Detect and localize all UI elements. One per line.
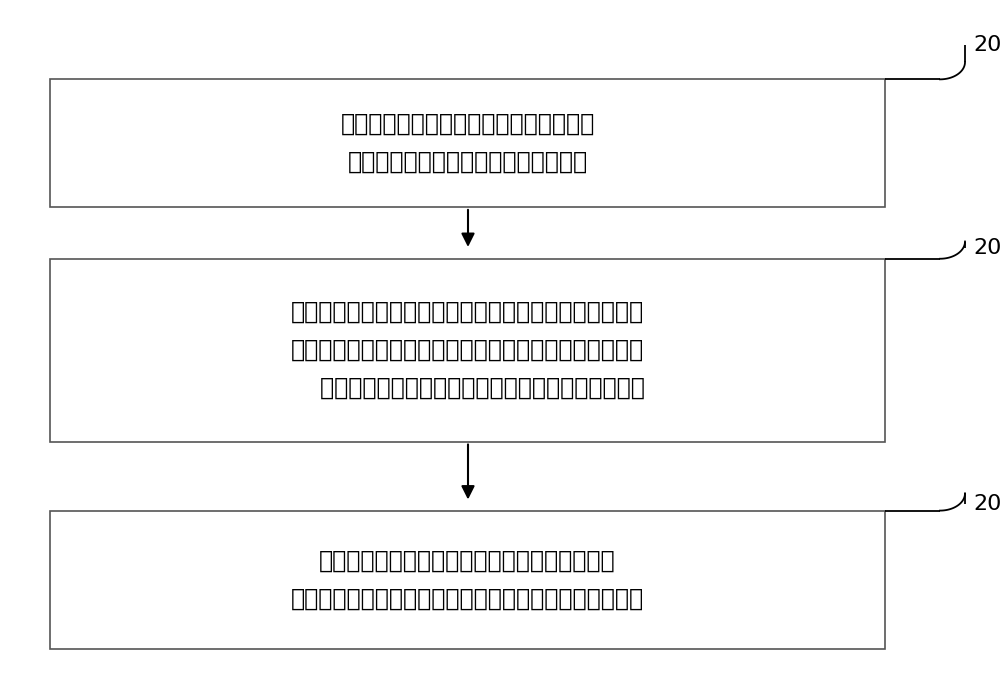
Text: 所述功能模块集合中的功能模块分批次实现复位或解复位: 所述功能模块集合中的功能模块分批次实现复位或解复位 <box>291 586 644 611</box>
Text: 202: 202 <box>973 239 1000 258</box>
Text: 所述功能模块集合中包括多个功能模块: 所述功能模块集合中包括多个功能模块 <box>347 150 588 174</box>
Text: 确定可编程逻辑器件中的功能模块集合，: 确定可编程逻辑器件中的功能模块集合， <box>340 112 595 136</box>
Text: 在接收到复位指令或解复位指令的情况下，控制: 在接收到复位指令或解复位指令的情况下，控制 <box>319 549 616 573</box>
FancyBboxPatch shape <box>50 259 885 442</box>
Text: 203: 203 <box>973 494 1000 513</box>
Text: 201: 201 <box>973 35 1000 55</box>
FancyBboxPatch shape <box>50 79 885 207</box>
Text: 对所述功能模块集合中的功能模块进行解耦合处理，以使: 对所述功能模块集合中的功能模块进行解耦合处理，以使 <box>291 300 644 324</box>
Text: 得解耦合后的功能模块在接收到复位指令或解复位指令的: 得解耦合后的功能模块在接收到复位指令或解复位指令的 <box>291 338 644 362</box>
FancyBboxPatch shape <box>50 511 885 649</box>
Text: 情况下，能够分批次在不同的时间实现复位或解复位: 情况下，能够分批次在不同的时间实现复位或解复位 <box>290 376 645 400</box>
